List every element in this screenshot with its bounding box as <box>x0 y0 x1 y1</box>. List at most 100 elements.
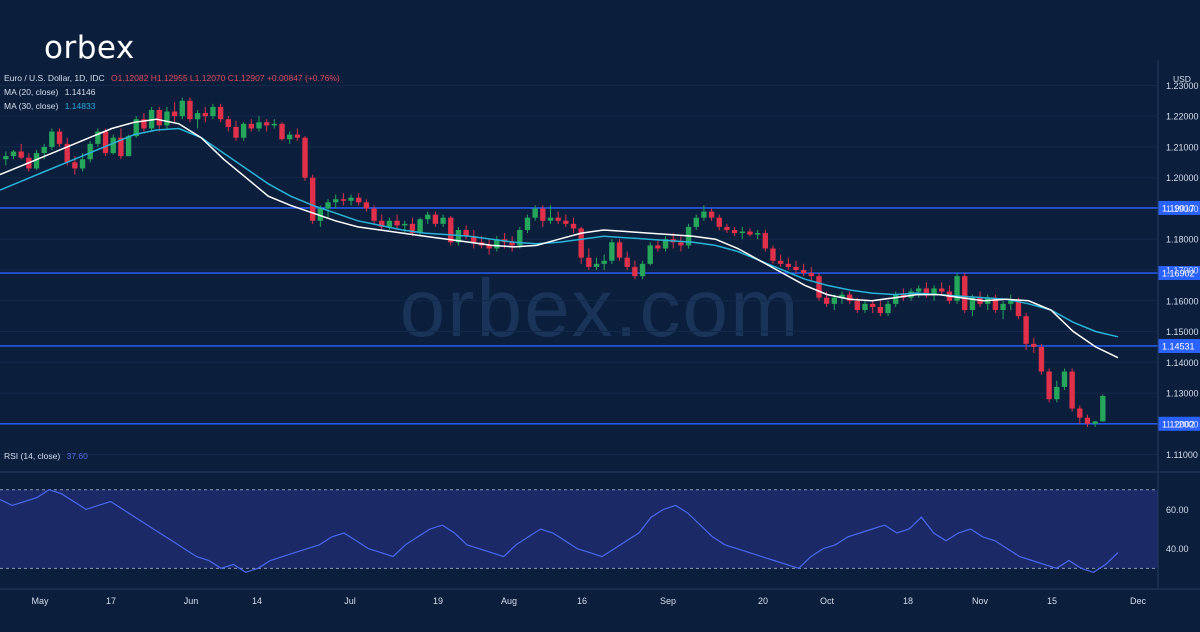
candle-body <box>141 119 147 129</box>
y-tick-label: 1.15000 <box>1166 327 1199 337</box>
candle-body <box>10 151 17 157</box>
candle-body <box>1054 386 1060 400</box>
candle-body <box>217 106 224 120</box>
orbex-logo: orbex <box>44 30 135 66</box>
candle-body <box>762 233 768 249</box>
candle-body <box>340 199 347 201</box>
level-label-bg <box>1158 338 1200 353</box>
level-label-bg <box>1158 266 1200 281</box>
candle-body <box>194 113 201 120</box>
candle-body <box>87 143 93 160</box>
candle-body <box>486 245 492 249</box>
candle-body <box>1069 371 1075 409</box>
candle-body <box>831 297 838 304</box>
candle-body <box>1038 346 1045 372</box>
candle-body <box>916 288 922 292</box>
candle-body <box>56 131 63 144</box>
ma30-value: 1.14833 <box>64 101 96 111</box>
candle-body <box>1084 417 1091 424</box>
candle-body <box>463 230 469 237</box>
y-tick-label: 1.19000 <box>1166 204 1199 214</box>
x-tick-label: Sep <box>660 596 676 606</box>
candle-body <box>923 288 930 295</box>
x-tick-label: 19 <box>433 596 443 606</box>
level-label: 1.14531 <box>1162 341 1195 351</box>
candle-body <box>240 123 247 138</box>
level-label: 1.16902 <box>1162 269 1195 279</box>
candle-body <box>808 273 814 277</box>
rsi-header: RSI (14, close) 37.60 <box>4 451 88 461</box>
candle-body <box>739 231 745 234</box>
candle-body <box>3 156 9 160</box>
candle-body <box>325 202 331 209</box>
candle-body <box>348 197 354 201</box>
candle-body <box>417 219 423 234</box>
x-tick-label: May <box>31 596 49 606</box>
x-tick-label: 17 <box>106 596 116 606</box>
candle-body <box>609 242 615 261</box>
candle-body <box>118 137 124 157</box>
candle-body <box>693 217 699 227</box>
candle-body <box>785 263 791 267</box>
candle-body <box>133 119 139 137</box>
x-tick-label: Aug <box>501 596 517 606</box>
candle-body <box>64 143 70 163</box>
y-tick-label: 1.22000 <box>1166 112 1199 122</box>
candle-body <box>839 294 845 298</box>
candle-body <box>846 294 853 301</box>
rsi-label: RSI (14, close) <box>4 451 61 461</box>
x-tick-label: 15 <box>1047 596 1057 606</box>
candle-body <box>662 239 669 249</box>
candle-body <box>386 220 393 227</box>
currency-label: USD <box>1173 74 1191 84</box>
candle-body <box>379 220 385 227</box>
candle-body <box>79 159 86 169</box>
x-tick-label: Nov <box>972 596 989 606</box>
candle-body <box>432 214 439 224</box>
candle-body <box>939 288 945 292</box>
candle-body <box>171 111 178 117</box>
candle-body <box>747 231 753 235</box>
candle-body <box>256 122 262 129</box>
x-tick-label: 16 <box>577 596 587 606</box>
candle-body <box>862 303 868 310</box>
candle-body <box>555 217 561 221</box>
candle-body <box>41 146 47 154</box>
y-tick-label: 1.13000 <box>1166 389 1199 399</box>
candle-body <box>371 208 377 221</box>
candle-body <box>448 217 454 243</box>
candle-body <box>823 297 830 304</box>
candle-body <box>1092 421 1098 424</box>
candle-body <box>248 123 254 129</box>
candle-body <box>1100 395 1106 422</box>
candle-body <box>210 106 216 117</box>
candle-body <box>593 263 600 267</box>
candle-body <box>601 260 607 264</box>
watermark-text: orbex.com <box>400 263 801 354</box>
candle-body <box>409 223 416 234</box>
candle-body <box>678 242 684 246</box>
candle-body <box>632 266 638 277</box>
candle-body <box>156 110 162 126</box>
candle-body <box>310 177 316 221</box>
candle-body <box>777 260 784 264</box>
candle-body <box>893 294 899 304</box>
rsi-band <box>0 489 1158 569</box>
x-tick-label: Oct <box>820 596 835 606</box>
candle-body <box>102 131 109 154</box>
candle-body <box>440 217 446 224</box>
y-tick-label: 1.23000 <box>1166 81 1199 91</box>
ma30-line: MA (30, close) 1.14833 <box>4 101 95 111</box>
y-tick-label: 1.20000 <box>1166 173 1199 183</box>
candle-body <box>294 134 301 138</box>
candle-body <box>586 257 592 267</box>
symbol-line: Euro / U.S. Dollar, 1D, IDC O1.12082 H1.… <box>4 73 340 83</box>
candle-body <box>110 137 116 154</box>
x-tick-label: Jul <box>344 596 356 606</box>
candle-body <box>770 248 776 261</box>
rsi-line <box>0 489 1119 573</box>
candle-body <box>125 136 132 157</box>
x-tick-label: 18 <box>903 596 913 606</box>
candle-body <box>271 123 278 126</box>
